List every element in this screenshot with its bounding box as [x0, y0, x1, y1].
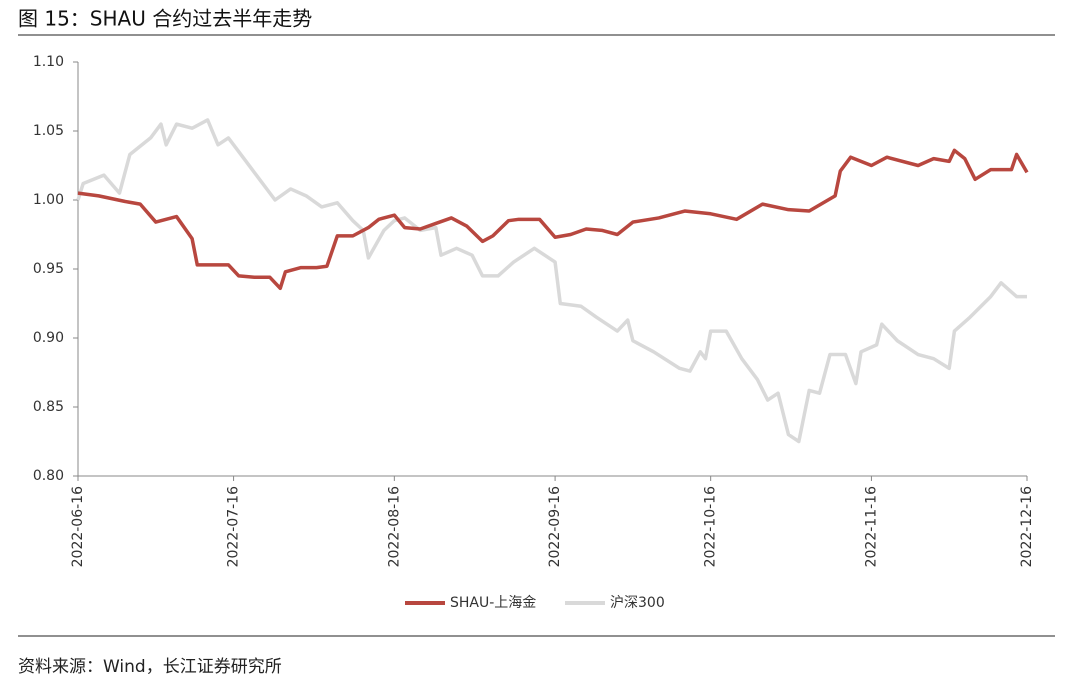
- y-tick-label: 0.95: [33, 261, 64, 277]
- x-tick-label: 2022-10-16: [703, 486, 719, 567]
- x-tick-label: 2022-09-16: [547, 486, 563, 567]
- y-tick-label: 1.00: [33, 192, 64, 208]
- legend-label: SHAU-上海金: [450, 595, 536, 611]
- y-tick-label: 0.80: [33, 468, 64, 484]
- series-line: [77, 148, 1029, 291]
- y-tick-label: 1.05: [33, 123, 64, 139]
- series-line: [76, 118, 1027, 444]
- y-tick-label: 0.85: [33, 399, 64, 415]
- y-tick-label: 1.10: [33, 54, 64, 70]
- x-tick-label: 2022-07-16: [226, 486, 242, 567]
- x-tick-label: 2022-11-16: [863, 486, 879, 567]
- x-tick-label: 2022-06-16: [70, 486, 86, 567]
- chart-title: 图 15：SHAU 合约过去半年走势: [18, 7, 312, 31]
- y-tick-label: 0.90: [33, 330, 64, 346]
- x-tick-label: 2022-12-16: [1019, 486, 1035, 567]
- legend-label: 沪深300: [610, 595, 665, 611]
- source-note: 资料来源：Wind，长江证券研究所: [18, 657, 282, 677]
- x-tick-label: 2022-08-16: [386, 486, 402, 567]
